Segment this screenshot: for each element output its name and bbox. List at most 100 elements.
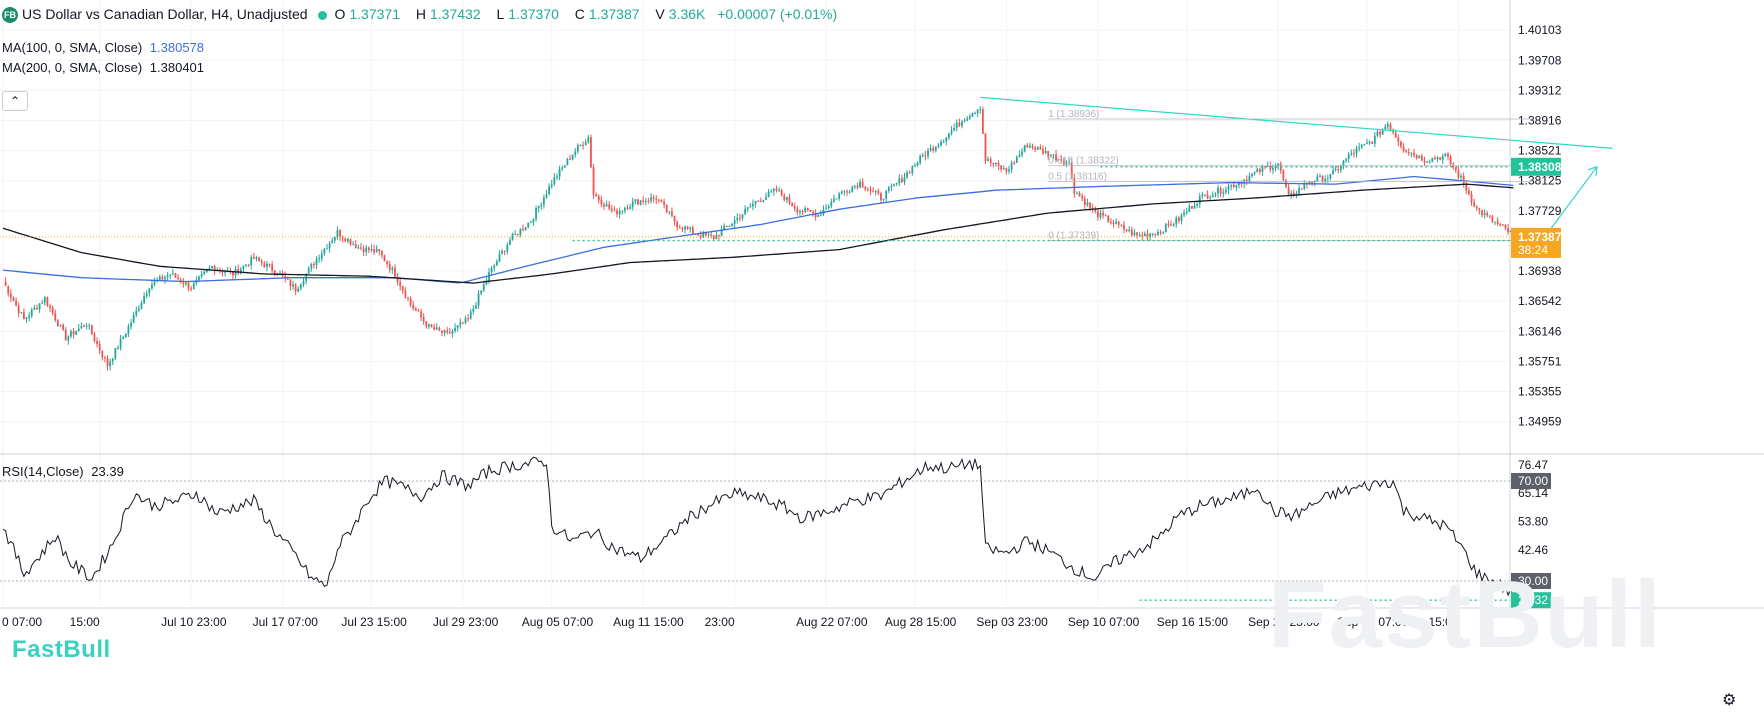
candle-body: [955, 122, 958, 129]
candle-body: [678, 227, 681, 229]
bar-countdown-label: 38:24: [1518, 243, 1548, 257]
candle-body: [1172, 224, 1175, 226]
candle-body: [890, 185, 893, 188]
candle-body: [475, 305, 477, 309]
candle-body: [995, 162, 997, 164]
candle-body: [864, 187, 867, 190]
candle-body: [127, 326, 130, 334]
candle-body: [1193, 205, 1196, 209]
last-price-label: 1.37387: [1518, 230, 1562, 244]
candle-body: [271, 264, 274, 271]
candle-body: [1185, 211, 1188, 213]
candle-body: [1423, 160, 1426, 163]
candle-body: [511, 233, 514, 240]
candle-body: [749, 206, 752, 208]
candle-body: [192, 283, 195, 290]
candle-body: [85, 325, 88, 327]
candle-body: [72, 331, 75, 335]
candle-body: [733, 220, 736, 224]
candle-body: [1418, 155, 1421, 159]
candle-body: [893, 184, 895, 186]
candle-body: [880, 193, 882, 201]
rsi-current-tag: [1511, 592, 1551, 609]
price-axis-tick-label: 1.36146: [1518, 324, 1562, 338]
candle-body: [1282, 170, 1285, 181]
candle-body: [1436, 157, 1439, 160]
candle-body: [718, 234, 720, 236]
candle-body: [566, 158, 569, 166]
candle-body: [438, 327, 441, 331]
fib-level-label: 0.5 (1.38116): [1048, 171, 1107, 182]
collapse-legend-button[interactable]: ⌃: [2, 91, 28, 111]
candle-body: [211, 265, 213, 269]
candle-body: [1389, 124, 1392, 130]
candle-body: [448, 332, 451, 334]
candle-body: [177, 277, 179, 280]
volume-value: 3.36K: [668, 6, 706, 22]
candle-body: [367, 247, 370, 251]
candle-body: [1298, 188, 1300, 194]
candle-body: [1057, 159, 1060, 161]
candle-body: [1251, 173, 1253, 177]
candle-body: [1494, 221, 1496, 223]
candle-body: [791, 203, 794, 207]
candle-body: [1008, 169, 1010, 172]
price-axis-tick-label: 1.39312: [1518, 83, 1562, 97]
candle-body: [587, 137, 590, 143]
candle-body: [122, 336, 125, 339]
settings-gear-icon[interactable]: ⚙: [1722, 692, 1737, 709]
symbol-title[interactable]: US Dollar vs Canadian Dollar, H4, Unadju…: [22, 6, 308, 22]
time-axis-tick-label: Sep 29 07:00: [1337, 615, 1409, 629]
candle-body: [1238, 182, 1240, 186]
candle-body: [164, 277, 166, 280]
candle-body: [1164, 223, 1167, 233]
candle-body: [417, 310, 420, 312]
candle-body: [59, 324, 62, 327]
candle-body: [1180, 214, 1183, 221]
candle-body: [595, 194, 598, 197]
time-axis-tick-label: Sep 03 23:00: [976, 615, 1048, 629]
candle-body: [1303, 183, 1306, 189]
candle-body: [621, 210, 624, 212]
candle-body: [1386, 124, 1389, 127]
ma200-legend[interactable]: MA(200, 0, SMA, Close) 1.380401: [2, 60, 208, 75]
ma100-legend[interactable]: MA(100, 0, SMA, Close) 1.380578: [2, 40, 208, 55]
candle-body: [689, 227, 692, 229]
candle-body: [576, 145, 579, 152]
candle-body: [1102, 212, 1104, 216]
candle-body: [1326, 178, 1329, 180]
candle-body: [731, 223, 733, 226]
candle-body: [825, 208, 827, 210]
candle-body: [921, 155, 924, 157]
candle-body: [83, 325, 85, 327]
candle-body: [1081, 196, 1084, 199]
rsi-axis-tick-label: 76.47: [1518, 458, 1548, 472]
candle-body: [898, 178, 901, 184]
rsi-legend[interactable]: RSI(14,Close) 23.39: [2, 464, 128, 479]
candle-body: [741, 214, 744, 219]
price-axis-tick-label: 1.34959: [1518, 415, 1562, 429]
candle-body: [616, 210, 618, 215]
candle-body: [634, 199, 637, 202]
candle-body: [540, 204, 543, 207]
candle-body: [1277, 163, 1280, 166]
candle-body: [336, 230, 339, 237]
candle-body: [242, 265, 245, 270]
candle-body: [542, 197, 545, 205]
candle-body: [874, 190, 877, 192]
candle-body: [950, 130, 953, 134]
candle-body: [1049, 155, 1052, 157]
candle-body: [1428, 161, 1431, 163]
candle-body: [786, 197, 788, 201]
candle-body: [1457, 170, 1460, 178]
candle-body: [352, 244, 355, 246]
chart-header: FB US Dollar vs Canadian Dollar, H4, Unad…: [2, 6, 841, 24]
candle-body: [1175, 217, 1178, 225]
candle-body: [1219, 187, 1222, 194]
candle-body: [273, 270, 276, 274]
candle-body: [292, 284, 294, 287]
candle-body: [772, 188, 775, 192]
candle-body: [657, 199, 660, 201]
